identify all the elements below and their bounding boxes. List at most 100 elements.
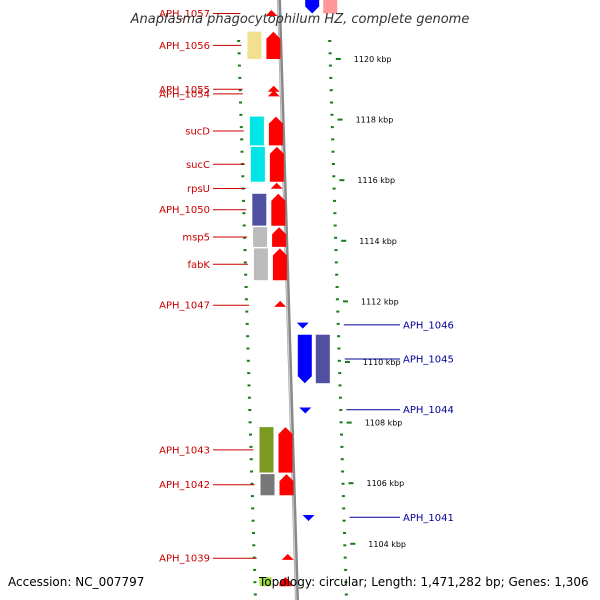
cog-category-box [323,0,338,14]
forward-gene-mark [281,553,294,560]
dotted-ring-inner-dot [250,482,254,485]
forward-gene-arrow [269,146,284,182]
scale-tick-mark [335,58,341,60]
forward-gene-arrow [266,31,281,59]
dotted-ring-outer-dot [344,593,348,596]
scale-ticks: 1120 kbp 1118 kbp 1116 kbp 1114 kbp 1112 kbp… [335,55,406,549]
forward-gene-label: APH_1055 [159,85,210,96]
dotted-ring-inner-dot [249,445,253,448]
dotted-ring-inner-dot [239,126,243,129]
scale-tick-label: 1114 kbp [359,237,397,246]
forward-gene-label: rpsU [187,184,210,195]
forward-gene-mark [274,300,287,307]
forward-gene-mark [270,182,283,189]
cog-category-box [249,116,264,146]
dotted-ring-outer-dot [336,322,340,325]
dotted-ring-outer-dot [338,384,342,387]
dotted-ring-inner-dot [244,298,248,301]
dotted-ring-inner-dot [253,581,257,584]
dotted-ring-outer-dot [331,163,335,165]
scale-tick-mark [344,361,350,363]
topology-text: Topology: circular; Length: 1,471,282 bp… [258,575,589,589]
dotted-ring-outer-dot [344,568,348,571]
dotted-ring-inner-dot [250,470,254,473]
dotted-ring-outer-dot [336,310,340,313]
scale-tick-label: 1112 kbp [361,297,399,306]
dotted-ring-outer-dot [334,261,338,264]
dotted-ring-outer-dot [341,470,345,473]
dotted-ring-outer-dot [331,138,335,141]
dotted-ring-inner-dot [242,199,245,202]
dotted-ring-outer-dot [340,433,343,436]
dotted-ring-outer-dot [329,89,333,92]
dotted-ring-inner-dot [239,113,243,116]
dotted-ring-outer-dot [341,482,345,485]
dotted-ring-outer-dot [337,359,341,362]
dotted-ring-outer-dot [343,532,346,534]
dotted-ring-outer-dot [335,298,339,301]
forward-gene-label: APH_1050 [159,205,210,216]
dotted-ring-inner-dot [251,519,255,522]
scale-tick-label: 1108 kbp [365,419,403,428]
forward-gene-arrow [279,474,294,496]
cog-category-box [260,474,275,496]
dotted-ring-outer-dot [340,458,344,461]
dotted-ring-outer-dot [342,519,346,522]
dotted-ring-inner-dot [238,89,242,92]
dotted-ring-inner-dot [246,359,250,362]
forward-gene-label: msp5 [182,233,210,244]
reverse-gene-arrow [305,0,320,14]
dotted-ring-inner-dot [243,261,247,264]
dotted-ring-outer-dot [335,273,339,276]
dotted-ring-inner-dot [237,40,241,42]
cog-category-box [253,227,268,247]
dotted-ring-outer-dot [333,199,336,202]
forward-gene-arrow [268,116,283,146]
reverse-gene-label: APH_1041 [403,513,454,524]
dotted-ring-outer-dot [339,421,343,424]
scale-tick-mark [350,542,356,545]
dotted-ring-outer-dot [332,187,336,190]
dotted-ring-inner-dot [245,322,249,325]
dotted-ring-inner-dot [253,568,257,571]
dotted-ring-inner-dot [248,409,252,411]
scale-tick-label: 1116 kbp [357,176,395,185]
dotted-ring-inner-dot [252,544,256,547]
forward-gene-arrow [272,227,287,247]
scale-tick-label: 1120 kbp [354,55,392,64]
forward-gene-mark [267,85,280,92]
scale-tick-mark [348,482,354,485]
dotted-ring-inner-dot [237,52,241,55]
dotted-ring-outer-dot [333,224,337,227]
scale-tick-mark [341,239,347,242]
reverse-gene-mark [296,322,309,329]
dotted-ring-inner-dot [246,347,250,350]
dotted-ring-inner-dot [252,556,256,559]
dotted-ring-inner-dot [237,64,241,67]
cog-category-box [259,577,272,587]
cog-category-box [247,31,262,59]
cog-category-box [315,334,330,384]
scale-tick-label: 1104 kbp [368,540,406,549]
dotted-ring-inner-dot [253,593,257,596]
dotted-ring-inner-dot [240,150,244,153]
dotted-ring-inner-dot [242,224,246,227]
dotted-ring-outer-dot [339,409,343,411]
dotted-ring-outer-dot [338,396,342,399]
cog-category-box [259,427,274,473]
dotted-ring-inner-dot [244,273,248,276]
scale-tick-mark [337,118,343,121]
dotted-ring-inner-dot [238,76,242,79]
dotted-ring-outer-dot [335,286,339,288]
forward-gene-arrow [278,427,293,473]
dotted-rings [237,40,348,596]
dotted-ring-inner-dot [240,138,244,141]
forward-gene-mark [267,90,280,97]
forward-gene-label: APH_1054 [159,89,210,100]
dotted-ring-outer-dot [337,347,341,350]
forward-gene-label: APH_1043 [159,445,210,456]
cog-category-box [253,248,268,281]
forward-gene-arrow [272,248,287,281]
